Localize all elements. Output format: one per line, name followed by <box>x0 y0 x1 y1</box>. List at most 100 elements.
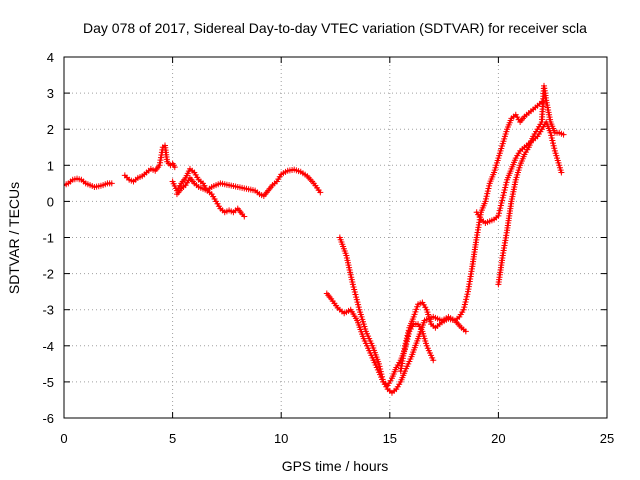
series-arc-1 <box>64 175 115 190</box>
grid <box>64 57 607 418</box>
data-point <box>502 181 509 188</box>
data-point <box>501 187 508 194</box>
data-point <box>550 142 557 149</box>
data-point <box>351 289 358 296</box>
data-point <box>550 140 557 147</box>
data-point <box>414 303 421 310</box>
data-point <box>378 371 385 378</box>
axis-ticks: 0 5 10 15 20 25 -6 -5 -4 -3 -2 -1 0 1 2 3 4 <box>42 50 614 446</box>
y-tick-label: 2 <box>47 122 54 137</box>
data-point <box>551 145 558 152</box>
data-point <box>484 188 491 195</box>
data-point <box>499 194 506 201</box>
data-point <box>404 332 411 339</box>
data-point <box>317 189 324 196</box>
data-point <box>499 197 506 204</box>
data-point <box>502 184 509 191</box>
data-point <box>377 368 384 375</box>
y-tick-label: -1 <box>42 231 54 246</box>
y-tick-label: 0 <box>47 194 54 209</box>
series-arc-4 <box>173 166 324 199</box>
data-point <box>461 301 468 308</box>
y-tick-label: -3 <box>42 303 54 318</box>
chart-title: Day 078 of 2017, Sidereal Day-to-day VTE… <box>83 20 587 36</box>
data-point <box>483 193 490 200</box>
data-point <box>460 306 467 313</box>
data-point <box>353 294 360 301</box>
y-tick-label: 3 <box>47 86 54 101</box>
data-point <box>548 132 555 139</box>
y-tick-label: -4 <box>42 339 54 354</box>
data-point <box>403 337 410 344</box>
data-point <box>430 357 437 364</box>
data-point <box>352 291 359 298</box>
data-point <box>462 328 469 335</box>
x-tick-label: 5 <box>169 431 176 446</box>
series-arc-2 <box>121 142 178 185</box>
series-arc-9 <box>495 82 567 288</box>
data-point <box>463 296 470 303</box>
y-axis-label: SDTVAR / TECUs <box>6 182 22 294</box>
y-tick-label: -5 <box>42 375 54 390</box>
data-point <box>403 335 410 342</box>
x-tick-label: 25 <box>600 431 614 446</box>
data-point <box>377 366 384 373</box>
data-point <box>402 340 409 347</box>
data-point <box>497 202 504 209</box>
data-point <box>484 190 491 197</box>
data-point <box>548 134 555 141</box>
data-point <box>560 131 567 138</box>
data-point <box>355 301 362 308</box>
data-point <box>353 296 360 303</box>
data-point <box>503 179 510 186</box>
data-point <box>496 207 503 214</box>
data-point <box>411 311 418 318</box>
data-point <box>500 189 507 196</box>
data-point <box>485 185 492 192</box>
data-point <box>350 283 357 290</box>
data-point <box>413 306 420 313</box>
data-point <box>375 360 382 367</box>
data-point <box>558 169 565 176</box>
data-point <box>500 192 507 199</box>
data-point <box>496 210 503 217</box>
data-point <box>498 199 505 206</box>
data-point <box>108 180 115 187</box>
data-point <box>461 304 468 311</box>
data-point <box>486 182 493 189</box>
series-arc-7 <box>397 299 469 375</box>
data-point <box>464 291 471 298</box>
y-tick-label: 4 <box>47 50 54 65</box>
data-point <box>402 342 409 349</box>
data-point <box>462 298 469 305</box>
data-point <box>482 195 489 202</box>
data-point <box>497 205 504 212</box>
y-tick-label: 1 <box>47 158 54 173</box>
data-point <box>349 281 356 288</box>
data-point <box>379 376 386 383</box>
data-point <box>241 213 248 220</box>
data-point <box>549 137 556 144</box>
x-tick-label: 15 <box>383 431 397 446</box>
data-point <box>354 299 361 306</box>
data-point <box>405 329 412 336</box>
data-point <box>351 286 358 293</box>
y-tick-label: -6 <box>42 411 54 426</box>
data-point <box>482 198 489 205</box>
series-arc-6 <box>336 99 545 396</box>
data-point <box>376 363 383 370</box>
x-tick-label: 0 <box>60 431 67 446</box>
data-point <box>405 327 412 334</box>
plot-series <box>64 82 567 396</box>
data-point <box>463 293 470 300</box>
series-arc-3 <box>169 165 248 220</box>
x-tick-label: 10 <box>274 431 288 446</box>
data-point <box>410 313 417 320</box>
data-point <box>355 304 362 311</box>
data-point <box>495 212 502 219</box>
x-tick-label: 20 <box>491 431 505 446</box>
data-point <box>412 308 419 315</box>
x-axis-label: GPS time / hours <box>282 458 389 474</box>
data-point <box>379 373 386 380</box>
